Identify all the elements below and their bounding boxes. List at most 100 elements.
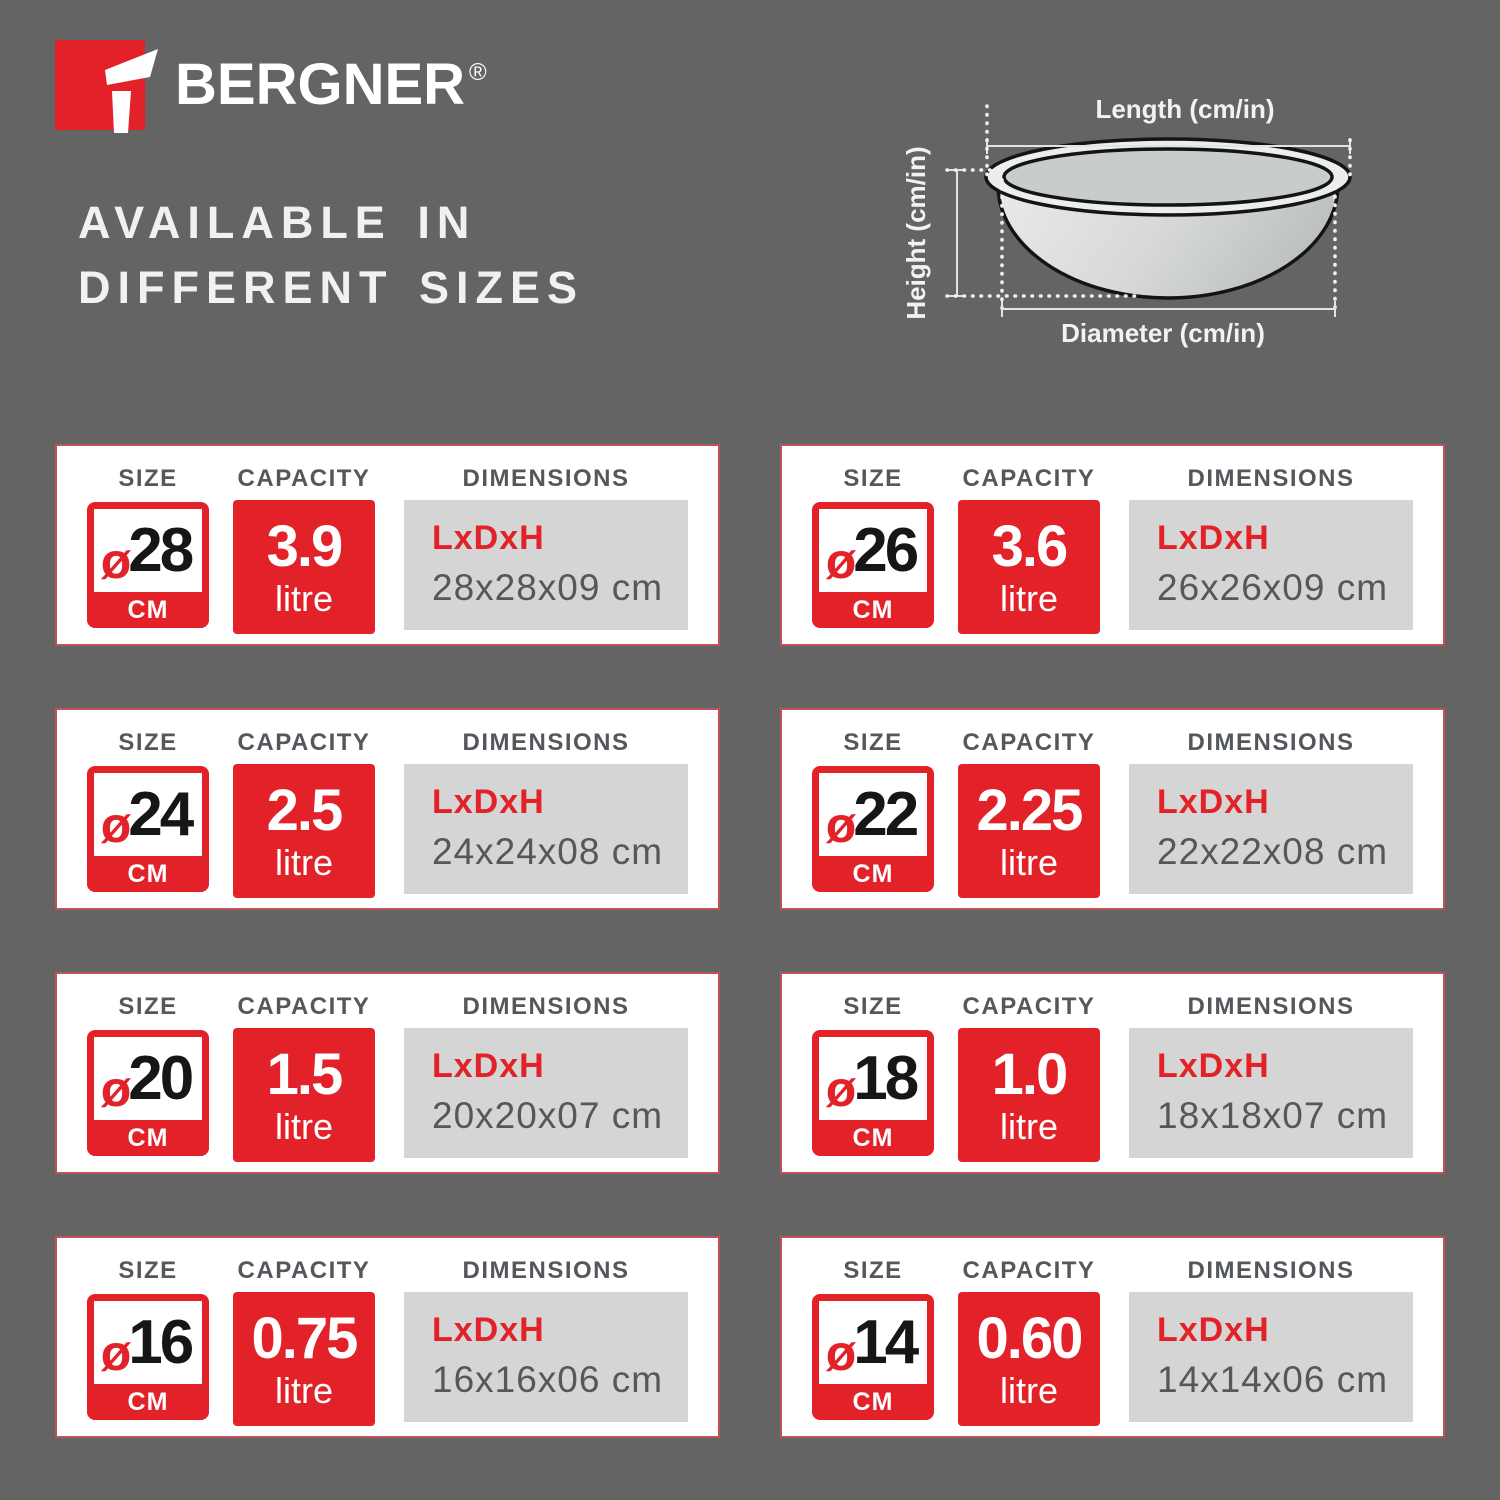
dimensions-label: LxDxH [432,1047,545,1085]
page-title: AVAILABLE IN DIFFERENT SIZES [78,190,584,321]
dimensions-value: 16x16x06 cm [432,1359,664,1400]
size-header: SIZE [843,729,903,756]
capacity-badge: 1.5 litre [233,1028,375,1162]
size-card-28cm: SIZE CAPACITY DIMENSIONS ø 28 CM 3.9 litr… [55,444,720,646]
dimensions-box: LxDxH 16x16x06 cm [404,1292,688,1422]
dimensions-box: LxDxH 26x26x09 cm [1129,500,1413,630]
capacity-value: 0.60 [976,1305,1084,1371]
page-title-line2: DIFFERENT SIZES [78,262,585,314]
capacity-header: CAPACITY [237,729,371,756]
capacity-header: CAPACITY [962,993,1096,1020]
dimensions-box: LxDxH 22x22x08 cm [1129,764,1413,894]
size-value: 14 [853,1307,919,1377]
size-header: SIZE [118,993,178,1020]
size-value: 18 [853,1043,919,1113]
diameter-symbol: ø [100,796,132,853]
size-value-box: ø 26 [819,509,927,592]
capacity-header: CAPACITY [237,1257,371,1284]
size-card-26cm: SIZE CAPACITY DIMENSIONS ø 26 CM 3.6 litr… [780,444,1445,646]
height-label: Height (cm/in) [901,146,931,319]
dimensions-value: 28x28x09 cm [432,567,664,608]
length-label: Length (cm/in) [1095,94,1274,124]
size-unit: CM [127,859,169,888]
size-value-box: ø 22 [819,773,927,856]
dimensions-box: LxDxH 24x24x08 cm [404,764,688,894]
dimensions-header: DIMENSIONS [1187,1257,1355,1284]
capacity-value: 2.25 [976,777,1084,843]
capacity-value: 1.5 [266,1041,344,1107]
dimensions-header: DIMENSIONS [1187,465,1355,492]
capacity-badge: 2.5 litre [233,764,375,898]
dimensions-value: 14x14x06 cm [1157,1359,1389,1400]
size-value-box: ø 18 [819,1037,927,1120]
diameter-symbol: ø [825,1060,857,1117]
dimensions-box: LxDxH 28x28x09 cm [404,500,688,630]
dimensions-box: LxDxH 14x14x06 cm [1129,1292,1413,1422]
size-value: 26 [853,515,919,585]
dimensions-label: LxDxH [1157,1047,1270,1085]
capacity-badge: 0.75 litre [233,1292,375,1426]
capacity-badge: 3.6 litre [958,500,1100,634]
size-card-16cm: SIZE CAPACITY DIMENSIONS ø 16 CM 0.75 lit… [55,1236,720,1438]
size-card-22cm: SIZE CAPACITY DIMENSIONS ø 22 CM 2.25 lit… [780,708,1445,910]
diameter-label: Diameter (cm/in) [1061,318,1265,348]
capacity-unit: litre [999,1105,1058,1147]
size-badge: ø 26 CM [812,502,934,628]
size-value-box: ø 14 [819,1301,927,1384]
size-unit: CM [127,595,169,624]
size-header: SIZE [843,465,903,492]
dimensions-label: LxDxH [432,783,545,821]
size-value: 20 [128,1043,194,1113]
capacity-header: CAPACITY [962,729,1096,756]
registered-mark: ® [469,59,487,86]
capacity-header: CAPACITY [237,465,371,492]
size-badge: ø 20 CM [87,1030,209,1156]
size-badge: ø 16 CM [87,1294,209,1420]
dimensions-header: DIMENSIONS [462,729,630,756]
capacity-unit: litre [999,577,1058,619]
size-value-box: ø 28 [94,509,202,592]
page-title-line1: AVAILABLE IN [78,197,477,248]
capacity-badge: 1.0 litre [958,1028,1100,1162]
bowl-rim-inner [1002,147,1334,207]
dimensions-box: LxDxH 20x20x07 cm [404,1028,688,1158]
dimensions-box: LxDxH 18x18x07 cm [1129,1028,1413,1158]
capacity-value: 0.75 [251,1305,359,1371]
diameter-symbol: ø [825,532,857,589]
size-unit: CM [852,1123,894,1152]
capacity-header: CAPACITY [962,1257,1096,1284]
dimensions-header: DIMENSIONS [462,465,630,492]
bergner-logo-icon [55,40,158,133]
size-header: SIZE [843,1257,903,1284]
size-value: 28 [128,515,194,585]
capacity-value: 3.6 [991,513,1069,579]
dimensions-value: 18x18x07 cm [1157,1095,1389,1136]
size-unit: CM [127,1123,169,1152]
dimensions-value: 24x24x08 cm [432,831,664,872]
dimensions-label: LxDxH [1157,783,1270,821]
capacity-badge: 3.9 litre [233,500,375,634]
bowl-measurement-diagram: Length (cm/in) Height (cm/in) Diameter (… [901,94,1352,348]
capacity-value: 1.0 [991,1041,1069,1107]
dimensions-value: 20x20x07 cm [432,1095,664,1136]
size-header: SIZE [118,729,178,756]
diameter-symbol: ø [825,1324,857,1381]
dimensions-value: 26x26x09 cm [1157,567,1389,608]
size-value-box: ø 16 [94,1301,202,1384]
size-card-20cm: SIZE CAPACITY DIMENSIONS ø 20 CM 1.5 litr… [55,972,720,1174]
size-badge: ø 22 CM [812,766,934,892]
brand-logo: BERGNER ® [55,40,487,134]
dimensions-header: DIMENSIONS [462,993,630,1020]
capacity-badge: 2.25 litre [958,764,1100,898]
dimensions-label: LxDxH [1157,1311,1270,1349]
size-card-18cm: SIZE CAPACITY DIMENSIONS ø 18 CM 1.0 litr… [780,972,1445,1174]
dimensions-value: 22x22x08 cm [1157,831,1389,872]
brand-name: BERGNER ® [175,56,487,114]
size-value: 16 [128,1307,194,1377]
diameter-symbol: ø [100,1060,132,1117]
dimensions-label: LxDxH [432,1311,545,1349]
diameter-symbol: ø [100,1324,132,1381]
size-unit: CM [127,1387,169,1416]
size-card-24cm: SIZE CAPACITY DIMENSIONS ø 24 CM 2.5 litr… [55,708,720,910]
